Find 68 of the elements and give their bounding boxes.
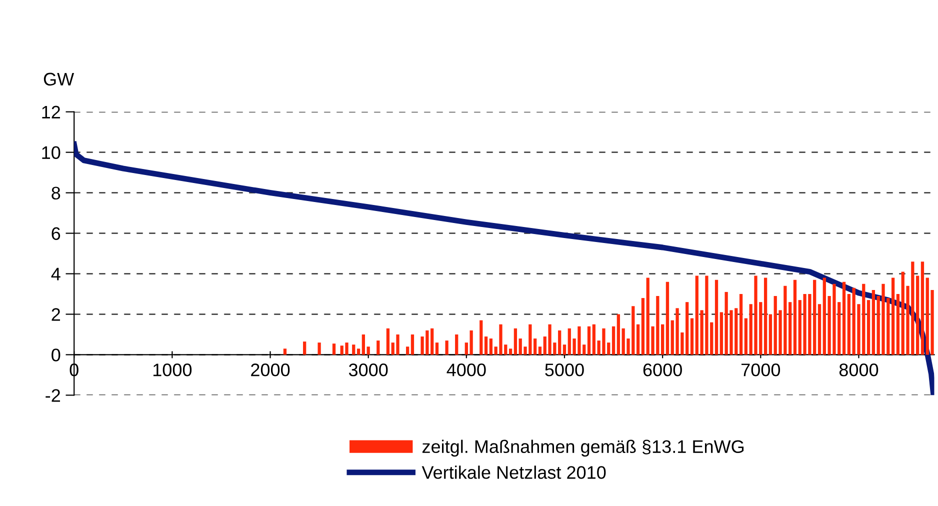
- bar: [445, 340, 448, 355]
- bar: [661, 324, 664, 355]
- legend-label: zeitgl. Maßnahmen gemäß §13.1 EnWG: [422, 440, 744, 457]
- bar: [562, 344, 566, 355]
- y-tick-label: 6: [52, 227, 60, 240]
- bar: [788, 302, 792, 355]
- y-tick-label: 2: [52, 308, 60, 321]
- y-tick-label: 8: [52, 186, 60, 200]
- bar: [768, 314, 772, 355]
- y-tick-label: 12: [42, 106, 60, 118]
- bar: [318, 342, 321, 355]
- bar: [406, 346, 410, 355]
- bar: [739, 294, 743, 355]
- x-tick-label: 2000: [251, 364, 290, 376]
- bar: [842, 282, 846, 355]
- bar: [872, 290, 876, 355]
- bar: [818, 304, 822, 355]
- bar: [480, 320, 483, 355]
- bar: [356, 348, 360, 355]
- bar: [616, 314, 620, 355]
- bar: [508, 348, 512, 355]
- y-tick-label: 0: [52, 348, 60, 362]
- bar: [612, 326, 616, 355]
- bar: [386, 328, 390, 355]
- bar: [489, 338, 493, 355]
- bar: [641, 298, 645, 355]
- bar: [916, 276, 920, 355]
- bar: [538, 346, 542, 355]
- bar: [690, 318, 694, 355]
- bar: [283, 348, 287, 355]
- x-tick-label: 7000: [741, 364, 780, 376]
- bar: [666, 282, 670, 355]
- bar: [587, 326, 591, 355]
- bar: [896, 294, 900, 355]
- bar: [920, 262, 924, 355]
- bar: [362, 334, 365, 355]
- y-tick-label: 10: [42, 146, 60, 160]
- bar: [455, 334, 458, 355]
- bar: [534, 338, 537, 355]
- bar: [714, 280, 718, 355]
- bar: [410, 334, 414, 355]
- legend-label: Vertikale Netzlast 2010: [422, 466, 606, 479]
- bar: [793, 280, 797, 355]
- bar: [435, 342, 439, 355]
- bar: [592, 324, 596, 355]
- bar: [514, 328, 518, 355]
- y-axis-title: GW: [44, 72, 74, 86]
- bar: [744, 318, 748, 355]
- bar: [636, 324, 640, 355]
- bar: [332, 344, 336, 355]
- bar: [866, 300, 870, 355]
- y-tick-label: 4: [51, 268, 60, 280]
- bar: [847, 294, 850, 355]
- x-tick-label: 3000: [348, 364, 388, 376]
- bar: [352, 344, 356, 355]
- bar: [891, 278, 895, 355]
- bar: [764, 278, 768, 355]
- bar: [376, 340, 380, 355]
- x-tick-label: 6000: [643, 364, 682, 376]
- y-tick-label: -2: [46, 389, 60, 402]
- x-tick-label: 4000: [446, 364, 486, 376]
- bar: [303, 342, 306, 355]
- bar: [366, 346, 370, 355]
- bar: [720, 312, 723, 355]
- x-tick-label: 1000: [153, 364, 192, 376]
- x-tick-label: 5000: [545, 364, 584, 376]
- x-tick-label: 8000: [839, 364, 878, 376]
- bar: [484, 336, 488, 355]
